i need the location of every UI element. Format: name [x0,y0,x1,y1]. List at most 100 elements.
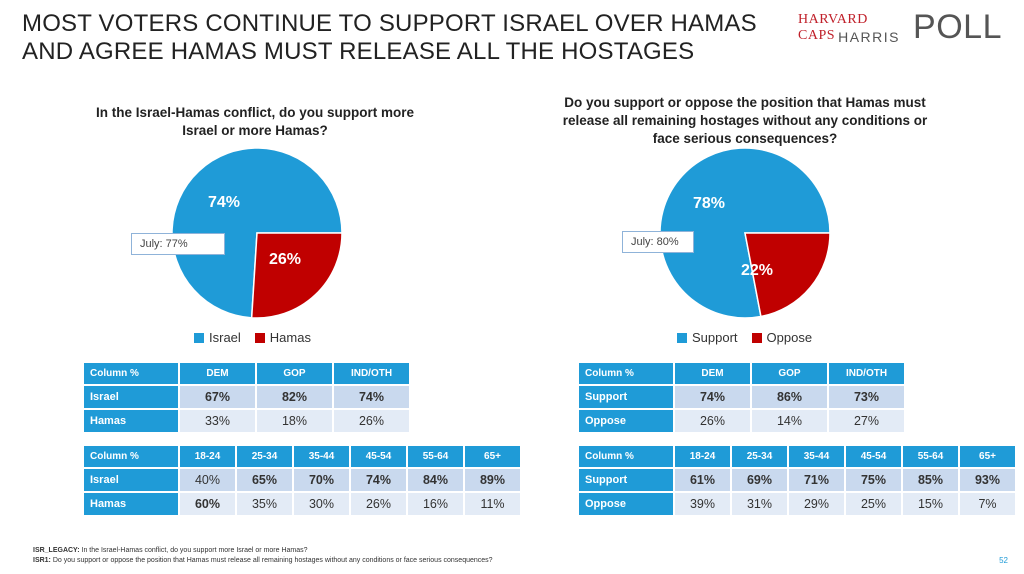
footnotes: ISR_LEGACY: In the Israel-Hamas conflict… [33,546,493,566]
table-cell: 71% [789,469,844,491]
row-label: Support [579,386,673,408]
table-row: Support 61% 69% 71% 75% 85% 93% [579,469,1015,491]
table-header-row: Column % 18-24 25-34 35-44 45-54 55-64 65+ [84,446,520,467]
column-header: Column % [579,363,673,384]
table-row: Israel 67% 82% 74% [84,386,409,408]
row-label: Oppose [579,410,673,432]
table-cell: 25% [846,493,901,515]
legend-label-israel: Israel [209,330,241,345]
pie-slice-support [659,147,831,319]
july-comparison-callout: July: 80% [622,231,694,253]
column-header: 55-64 [903,446,958,467]
page-title: MOST VOTERS CONTINUE TO SUPPORT ISRAEL O… [22,10,757,65]
table-cell: 74% [334,386,409,408]
pie-label-support: 78% [693,195,726,212]
crosstab-age-israel-hamas: Column % 18-24 25-34 35-44 45-54 55-64 65+ Isra… [82,444,522,517]
legend-israel-hamas: Israel Hamas [194,330,319,345]
table-cell: 65% [237,469,292,491]
table-cell: 31% [732,493,787,515]
column-header: 45-54 [846,446,901,467]
table-row: Oppose 26% 14% 27% [579,410,904,432]
column-header: Column % [84,446,178,467]
table-cell: 70% [294,469,349,491]
table-cell: 11% [465,493,520,515]
column-header: 55-64 [408,446,463,467]
footnote-1: ISR_LEGACY: In the Israel-Hamas conflict… [33,546,493,556]
legend-swatch-israel [194,332,204,343]
table-cell: 75% [846,469,901,491]
legend-item-support: Support [677,330,738,345]
legend-item-oppose: Oppose [751,330,813,345]
table-cell: 85% [903,469,958,491]
july-comparison-callout: July: 77% [131,233,225,255]
logo-line1: HARVARD CAPS [798,12,868,43]
footnote-text: Do you support or oppose the position th… [52,557,493,564]
table-cell: 26% [351,493,406,515]
pie-label-hamas: 26% [269,251,302,268]
table-row: Oppose 39% 31% 29% 25% 15% 7% [579,493,1015,515]
table-cell: 39% [675,493,730,515]
table-cell: 18% [257,410,332,432]
table-cell: 27% [829,410,904,432]
table-cell: 73% [829,386,904,408]
legend-hostages: Support Oppose [677,330,820,345]
crosstab-party-hostages: Column % DEM GOP IND/OTH Support 74% 86% 73% Opp… [577,361,906,434]
table-cell: 33% [180,410,255,432]
table-cell: 84% [408,469,463,491]
table-cell: 67% [180,386,255,408]
table-cell: 26% [675,410,750,432]
table-cell: 26% [334,410,409,432]
table-cell: 15% [903,493,958,515]
table-cell: 74% [351,469,406,491]
table-header-row: Column % DEM GOP IND/OTH [579,363,904,384]
crosstab-age-hostages: Column % 18-24 25-34 35-44 45-54 55-64 65+ Supp… [577,444,1017,517]
row-label: Oppose [579,493,673,515]
column-header: DEM [675,363,750,384]
row-label: Support [579,469,673,491]
table-cell: 35% [237,493,292,515]
row-label: Israel [84,469,178,491]
table-cell: 60% [180,493,235,515]
page-number: 52 [999,556,1008,565]
legend-swatch-oppose [751,332,762,343]
legend-item-israel: Israel [194,330,241,345]
column-header: 65+ [465,446,520,467]
table-row: Hamas 60% 35% 30% 26% 16% 11% [84,493,520,515]
question-israel-hamas: In the Israel-Hamas conflict, do you sup… [95,105,415,138]
table-cell: 16% [408,493,463,515]
column-header: 65+ [960,446,1015,467]
legend-swatch-hamas [254,332,265,343]
table-cell: 69% [732,469,787,491]
table-cell: 7% [960,493,1015,515]
column-header: IND/OTH [829,363,904,384]
table-cell: 61% [675,469,730,491]
pie-label-oppose: 22% [741,262,774,279]
column-header: DEM [180,363,255,384]
legend-label-hamas: Hamas [269,330,311,345]
row-label: Israel [84,386,178,408]
footnote-code: ISR_LEGACY: [33,547,80,554]
legend-item-hamas: Hamas [254,330,311,345]
row-label: Hamas [84,410,178,432]
table-cell: 29% [789,493,844,515]
table-header-row: Column % DEM GOP IND/OTH [84,363,409,384]
table-cell: 89% [465,469,520,491]
pie-chart-israel-hamas [171,147,343,319]
harvard-caps-harris-poll-logo: HARVARD CAPS HARRIS POLL [798,8,1008,46]
table-row: Israel 40% 65% 70% 74% 84% 89% [84,469,520,491]
column-header: 18-24 [180,446,235,467]
legend-label-oppose: Oppose [766,330,813,345]
logo-line2: HARRIS [838,29,900,45]
column-header: GOP [752,363,827,384]
crosstab-party-israel-hamas: Column % DEM GOP IND/OTH Israel 67% 82% 74% Hama… [82,361,411,434]
table-cell: 86% [752,386,827,408]
pie-chart-hostages [659,147,831,319]
logo-poll: POLL [913,8,1002,46]
row-label: Hamas [84,493,178,515]
footnote-code: ISR1: [33,557,51,564]
table-cell: 30% [294,493,349,515]
column-header: 45-54 [351,446,406,467]
legend-swatch-support [677,332,687,343]
column-header: 18-24 [675,446,730,467]
column-header: 35-44 [294,446,349,467]
